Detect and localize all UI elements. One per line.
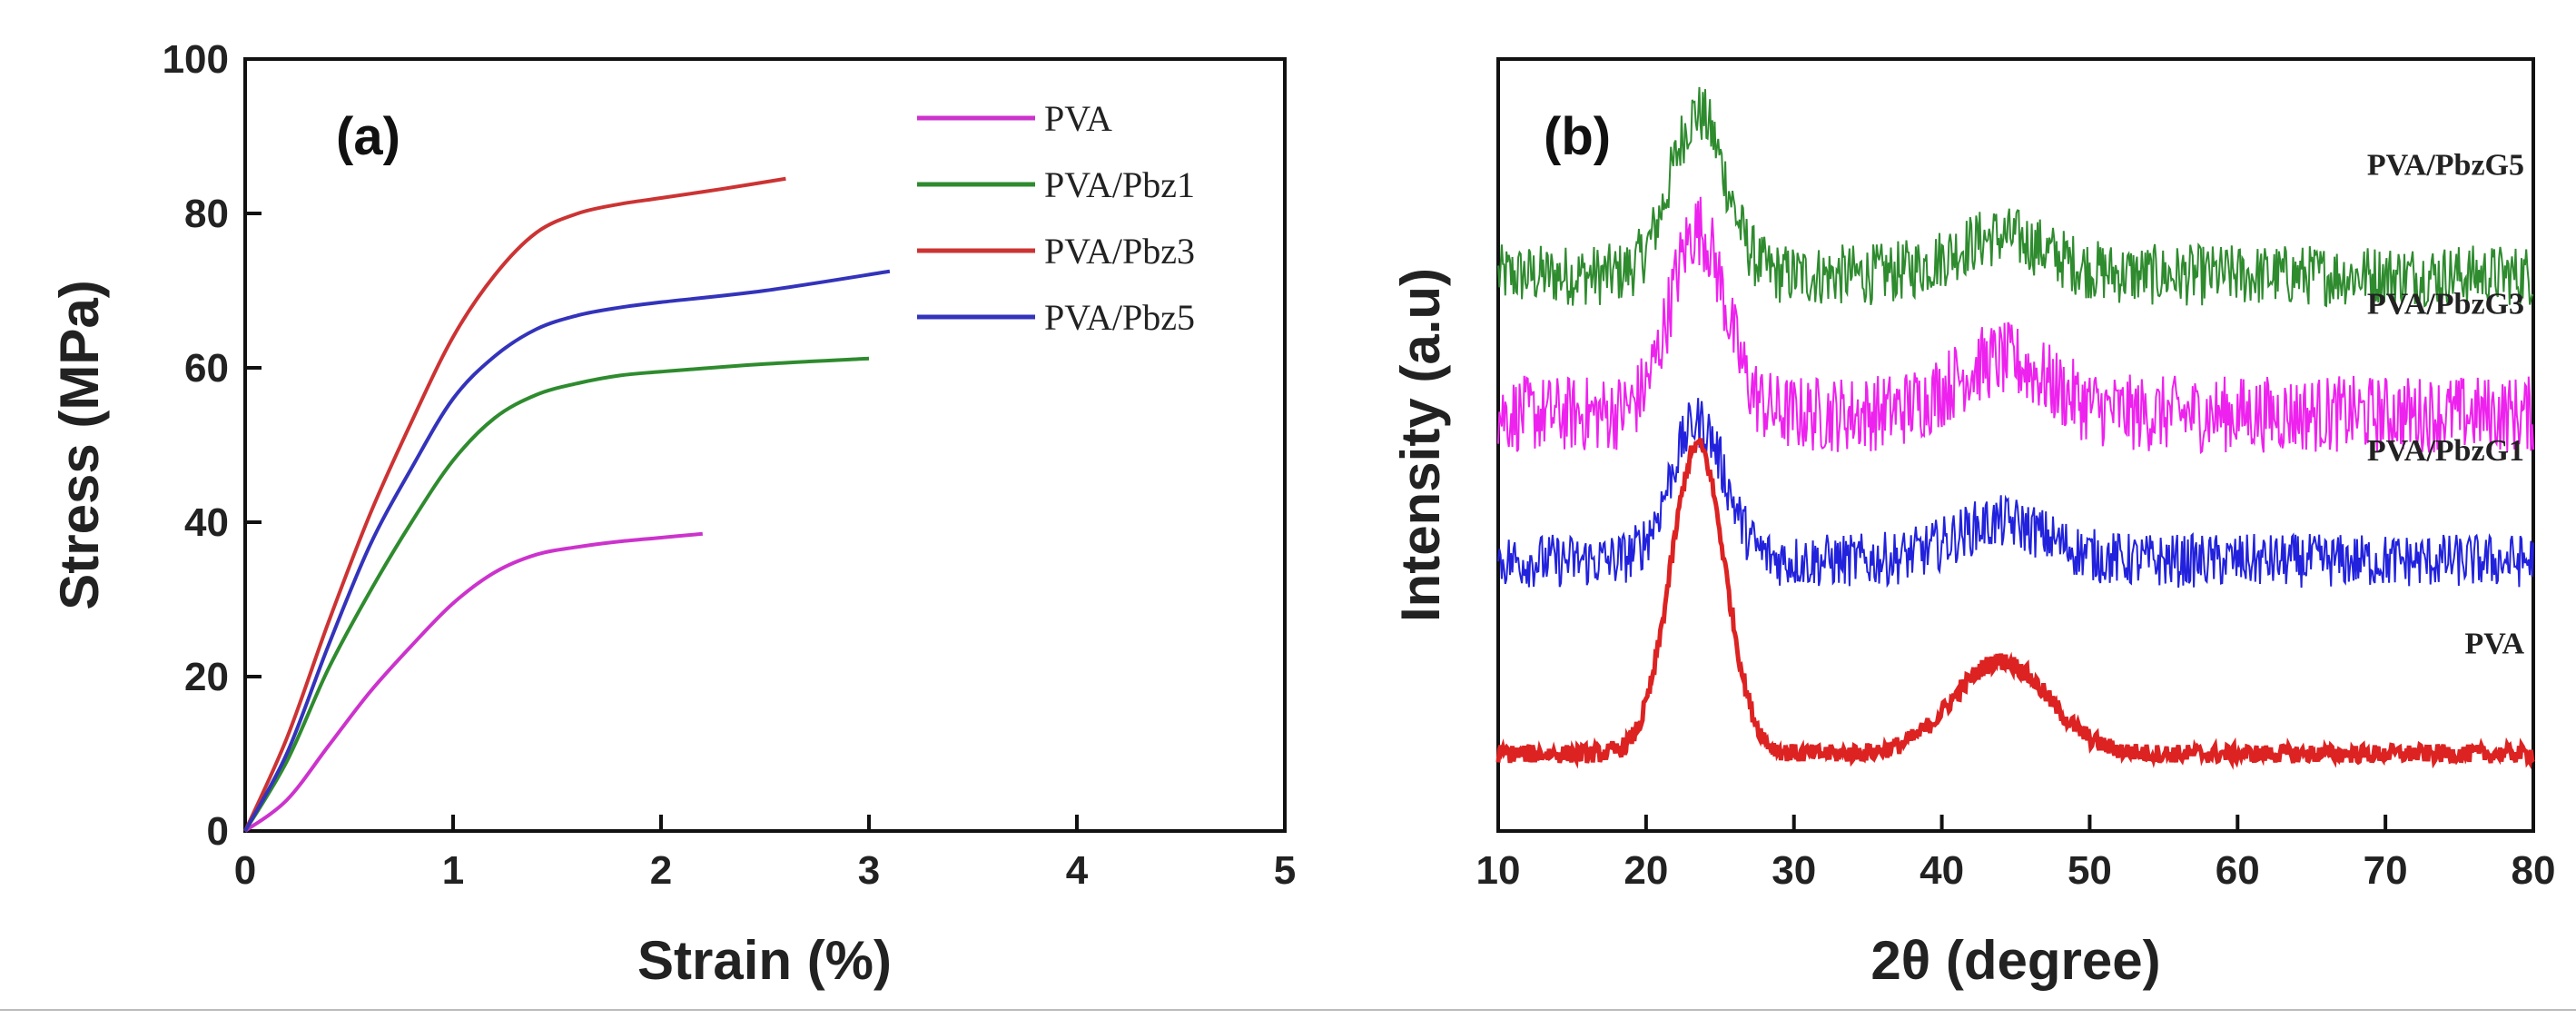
y-tick-label-a: 80	[184, 192, 229, 236]
x-tick-label-b: 70	[2364, 848, 2408, 893]
series-line-pva-pbzg5	[1497, 86, 2534, 308]
x-tick-label-a: 1	[442, 848, 464, 893]
a-ticks: 0 1 2 3 4 5 0 20 40 60 80 100	[163, 37, 1297, 893]
panel-label-a: (a)	[336, 107, 400, 166]
series-line-pva-pbzg1	[1497, 398, 2534, 589]
legend: PVA PVA/Pbz1 PVA/Pbz3 PVA/Pbz5	[917, 98, 1195, 338]
series-line-pva-pbzg3	[1497, 196, 2534, 455]
series-label: PVA/PbzG5	[2367, 149, 2524, 183]
y-tick-label-a: 20	[184, 655, 229, 699]
y-tick-label-a: 40	[184, 500, 229, 545]
series-line-pva	[1495, 438, 2535, 770]
a-series	[243, 176, 891, 833]
panel-label-b: (b)	[1544, 107, 1611, 166]
x-tick-label-a: 4	[1066, 848, 1089, 893]
x-tick-label-a: 5	[1274, 848, 1296, 893]
b-series	[1495, 86, 2535, 770]
legend-label: PVA/Pbz1	[1044, 164, 1195, 205]
series-line-pva	[243, 531, 703, 833]
series-label: PVA/PbzG1	[2367, 434, 2524, 468]
series-line-pva-pbz1	[243, 356, 870, 833]
x-axis-title-b: 2θ (degree)	[1870, 930, 2160, 991]
x-tick-label-b: 60	[2216, 848, 2260, 893]
x-tick-label-b: 80	[2512, 848, 2556, 893]
x-tick-label-b: 40	[1920, 848, 1964, 893]
x-tick-label-b: 50	[2068, 848, 2112, 893]
y-axis-title-a: Stress (MPa)	[49, 280, 110, 609]
b-ticks: 10 20 30 40 50 60 70 80	[1476, 815, 2556, 893]
y-tick-label-a: 60	[184, 346, 229, 391]
y-axis-title-b: Intensity (a.u)	[1390, 268, 1451, 622]
legend-label: PVA/Pbz5	[1044, 297, 1195, 338]
legend-label: PVA	[1044, 98, 1112, 139]
legend-label: PVA/Pbz3	[1044, 231, 1195, 272]
series-line-pva-pbz3	[243, 176, 786, 832]
b-series-labels: PVA/PbzG5 PVA/PbzG3 PVA/PbzG1 PVA	[2367, 149, 2525, 661]
plot-area-a	[243, 57, 1287, 833]
x-tick-label-b: 10	[1476, 848, 1521, 893]
series-line-pva-pbz5	[243, 269, 891, 832]
x-tick-label-b: 30	[1772, 848, 1816, 893]
y-tick-label-a: 0	[207, 809, 229, 854]
x-tick-label-a: 3	[858, 848, 880, 893]
x-tick-label-a: 2	[650, 848, 672, 893]
x-axis-title-a: Strain (%)	[637, 930, 892, 991]
y-tick-label-a: 100	[163, 37, 229, 82]
series-label: PVA	[2465, 628, 2525, 661]
x-tick-label-a: 0	[234, 848, 256, 893]
xrd-chart: 10 20 30 40 50 60 70 80 PVA/PbzG5PVA/PbzG3PVA/P…	[1390, 57, 2556, 991]
x-tick-label-b: 20	[1624, 848, 1668, 893]
series-label: PVA/PbzG3	[2367, 288, 2524, 322]
